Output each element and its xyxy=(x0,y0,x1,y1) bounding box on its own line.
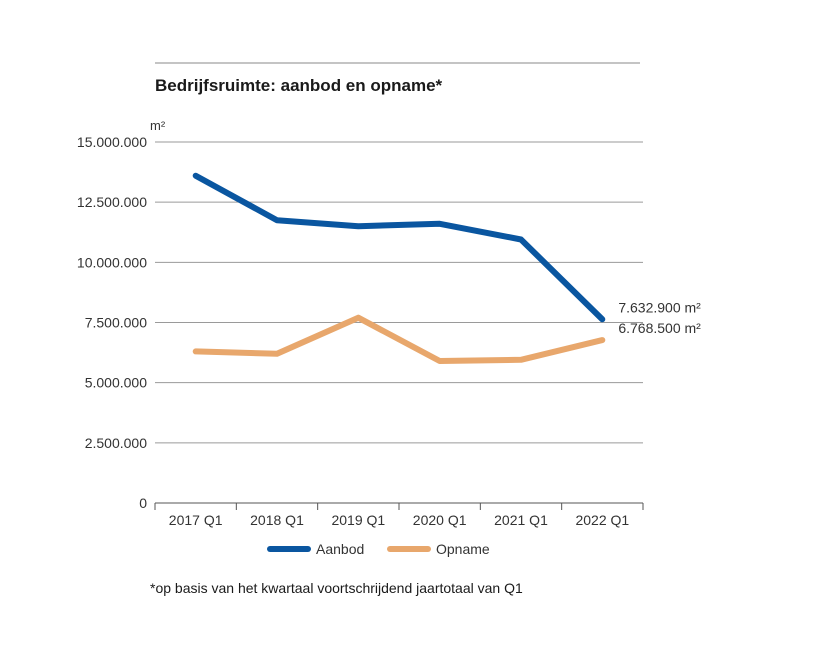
series-line-aanbod xyxy=(192,172,606,323)
y-tick-label: 10.000.000 xyxy=(77,254,147,270)
y-tick-label: 0 xyxy=(139,495,147,511)
gridlines xyxy=(155,141,643,444)
y-tick-label: 2.500.000 xyxy=(85,435,147,451)
x-tick-label: 2022 Q1 xyxy=(575,512,629,528)
x-tick-label: 2021 Q1 xyxy=(494,512,548,528)
x-tick-label: 2018 Q1 xyxy=(250,512,304,528)
end-label-aanbod: 7.632.900 m² xyxy=(618,299,701,315)
footnote: *op basis van het kwartaal voortschrijde… xyxy=(150,580,523,596)
y-tick-label: 5.000.000 xyxy=(85,375,147,391)
legend: Aanbod Opname xyxy=(267,541,490,557)
series-line-opname xyxy=(192,314,606,364)
y-tick-label: 7.500.000 xyxy=(85,315,147,331)
x-tick-label: 2020 Q1 xyxy=(413,512,467,528)
y-tick-labels: 0 2.500.000 5.000.000 7.500.000 10.000.000 12… xyxy=(77,134,147,511)
y-tick-label: 12.500.000 xyxy=(77,194,147,210)
x-tick-label: 2019 Q1 xyxy=(331,512,385,528)
chart-title: Bedrijfsruimte: aanbod en opname* xyxy=(155,76,443,95)
x-axis: 2017 Q1 2018 Q1 2019 Q1 2020 Q1 2021 Q1 2022 … xyxy=(154,502,644,528)
x-tick-label: 2017 Q1 xyxy=(169,512,223,528)
legend-label-aanbod: Aanbod xyxy=(316,541,364,557)
y-axis-unit: m² xyxy=(150,118,166,133)
end-labels: 7.632.900 m² 6.768.500 m² xyxy=(618,299,701,336)
y-tick-label: 15.000.000 xyxy=(77,134,147,150)
legend-label-opname: Opname xyxy=(436,541,490,557)
end-label-opname: 6.768.500 m² xyxy=(618,320,701,336)
series-lines xyxy=(192,172,606,364)
